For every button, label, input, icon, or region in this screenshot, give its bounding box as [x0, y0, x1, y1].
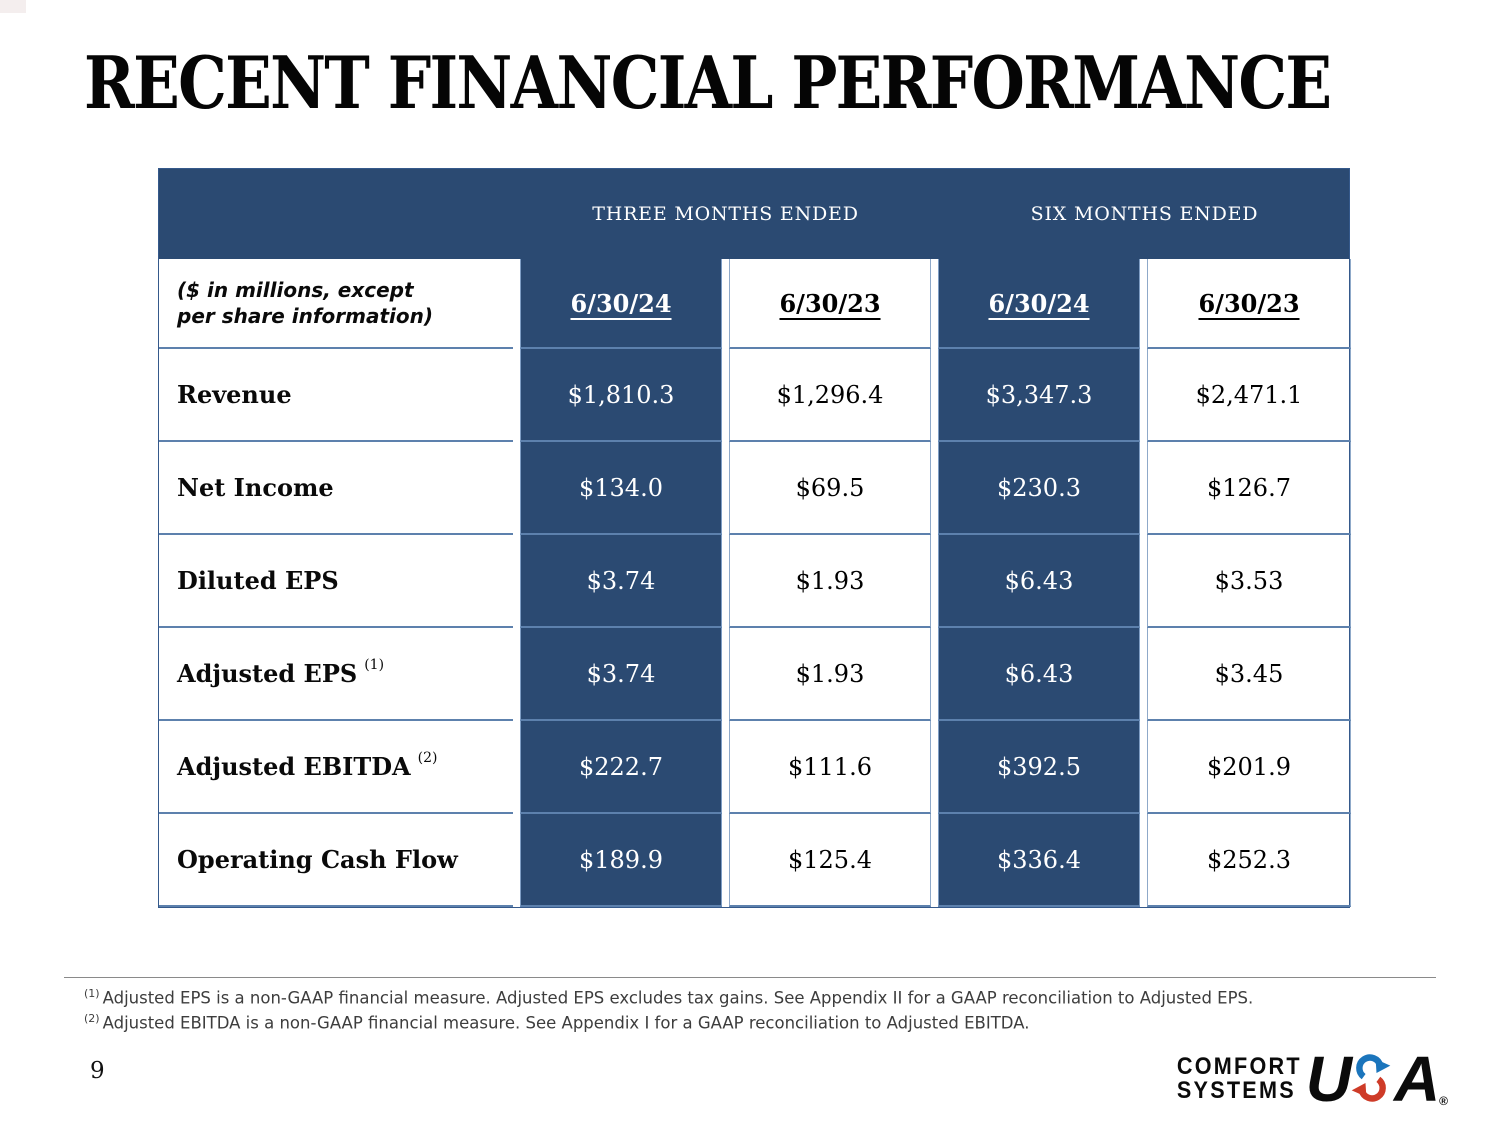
- cell-value: $6.43: [938, 535, 1140, 628]
- logo-usa-a: A: [1393, 1043, 1440, 1115]
- cell-value: $126.7: [1147, 442, 1351, 535]
- row-label: Revenue: [159, 349, 513, 442]
- cell-value: $1,810.3: [520, 349, 722, 442]
- logo-wordmark: COMFORT SYSTEMS: [1176, 1052, 1302, 1104]
- cell-value: $336.4: [938, 814, 1140, 907]
- footnote-marker: (2): [84, 1012, 100, 1026]
- row-label-superscript: (2): [417, 749, 438, 766]
- cell-value: $222.7: [520, 721, 722, 814]
- logo-swoosh-s-icon: [1351, 1054, 1391, 1102]
- footnote-text: Adjusted EPS is a non-GAAP financial mea…: [102, 988, 1254, 1008]
- logo-usa: U A ®: [1306, 1047, 1448, 1111]
- cell-value: $230.3: [938, 442, 1140, 535]
- table-row: Diluted EPS $3.74 $1.93 $6.43 $3.53: [159, 535, 1351, 628]
- column-header-date: 6/30/24: [520, 259, 722, 349]
- table-row: Adjusted EBITDA (2) $222.7 $111.6 $392.5 $201…: [159, 721, 1351, 814]
- footnote-text: Adjusted EBITDA is a non-GAAP financial …: [102, 1013, 1030, 1033]
- column-header-date: 6/30/23: [729, 259, 931, 349]
- table-column-header-row: ($ in millions, except per share informa…: [159, 259, 1351, 349]
- cell-value: $3.53: [1147, 535, 1351, 628]
- row-label: Operating Cash Flow: [159, 814, 513, 907]
- row-label-superscript: (1): [364, 656, 385, 673]
- comfort-systems-usa-logo: COMFORT SYSTEMS U A ®: [1163, 1047, 1448, 1111]
- logo-line2: SYSTEMS: [1176, 1077, 1296, 1104]
- cell-value: $189.9: [520, 814, 722, 907]
- cell-value: $1.93: [729, 535, 931, 628]
- cell-value: $3.74: [520, 535, 722, 628]
- page-number: 9: [90, 1058, 105, 1084]
- cell-value: $69.5: [729, 442, 931, 535]
- table-body: Revenue $1,810.3 $1,296.4 $3,347.3 $2,471.1 N…: [159, 349, 1351, 907]
- group-header-three-months: THREE MONTHS ENDED: [592, 203, 859, 225]
- footnote-2: (2) Adjusted EBITDA is a non-GAAP financi…: [84, 1011, 1253, 1036]
- footnotes: (1) Adjusted EPS is a non-GAAP financial …: [84, 986, 1253, 1037]
- cell-value: $1.93: [729, 628, 931, 721]
- logo-usa-u: U: [1305, 1043, 1352, 1115]
- table-group-header: THREE MONTHS ENDED SIX MONTHS ENDED: [159, 169, 1349, 259]
- group-header-six-months: SIX MONTHS ENDED: [1030, 203, 1259, 225]
- footnote-divider: [64, 977, 1436, 978]
- row-label: Net Income: [159, 442, 513, 535]
- footnote-1: (1) Adjusted EPS is a non-GAAP financial …: [84, 986, 1253, 1011]
- logo-line1: COMFORT: [1176, 1052, 1302, 1080]
- cell-value: $2,471.1: [1147, 349, 1351, 442]
- cell-value: $201.9: [1147, 721, 1351, 814]
- cell-value: $252.3: [1147, 814, 1351, 907]
- registered-mark: ®: [1439, 1094, 1448, 1108]
- cell-value: $125.4: [729, 814, 931, 907]
- table-row: Operating Cash Flow $189.9 $125.4 $336.4 $25…: [159, 814, 1351, 907]
- cell-value: $3.45: [1147, 628, 1351, 721]
- footnote-marker: (1): [84, 987, 100, 1000]
- financial-table: THREE MONTHS ENDED SIX MONTHS ENDED ($ i…: [158, 168, 1351, 908]
- cell-value: $1,296.4: [729, 349, 931, 442]
- row-label: Adjusted EBITDA (2): [159, 721, 513, 814]
- cell-value: $6.43: [938, 628, 1140, 721]
- cell-value: $3.74: [520, 628, 722, 721]
- unit-note: ($ in millions, except per share informa…: [159, 259, 513, 349]
- cell-value: $134.0: [520, 442, 722, 535]
- column-header-date: 6/30/23: [1147, 259, 1351, 349]
- cell-value: $392.5: [938, 721, 1140, 814]
- column-header-date: 6/30/24: [938, 259, 1140, 349]
- row-label: Adjusted EPS (1): [159, 628, 513, 721]
- corner-mark: [0, 0, 26, 13]
- table-row: Net Income $134.0 $69.5 $230.3 $126.7: [159, 442, 1351, 535]
- cell-value: $111.6: [729, 721, 931, 814]
- table-row: Adjusted EPS (1) $3.74 $1.93 $6.43 $3.45: [159, 628, 1351, 721]
- table-row: Revenue $1,810.3 $1,296.4 $3,347.3 $2,471.1: [159, 349, 1351, 442]
- cell-value: $3,347.3: [938, 349, 1140, 442]
- page-title: RECENT FINANCIAL PERFORMANCE: [84, 40, 1332, 125]
- row-label: Diluted EPS: [159, 535, 513, 628]
